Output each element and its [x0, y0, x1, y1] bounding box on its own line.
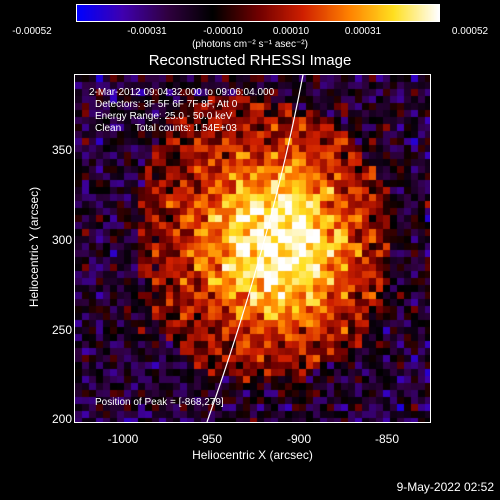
colorbar-units: (photons cm⁻² s⁻¹ asec⁻²)	[192, 39, 308, 50]
timestamp: 9-May-2022 02:52	[396, 480, 494, 494]
solar-limb-line	[206, 75, 304, 422]
x-tick-label: -1000	[107, 432, 139, 446]
rhessi-image-plot: 2-Mar-2012 09:04:32.000 to 09:06:04.000 …	[74, 74, 431, 423]
y-tick-label: 350	[51, 143, 72, 157]
peak-position-label: Position of Peak = [-868,279]	[95, 397, 224, 408]
colorbar-tick: -0.00010	[203, 26, 243, 37]
colorbar-tick: 0.00052	[451, 26, 489, 37]
colorbar-tick: -0.00052	[12, 26, 52, 37]
x-axis-label: Heliocentric X (arcsec)	[192, 448, 313, 462]
y-tick-label: 250	[51, 323, 72, 337]
detectors-label: Detectors: 3F 5F 6F 7F 8F, Att 0	[95, 99, 238, 110]
colorbar	[76, 4, 440, 22]
colorbar-tick: 0.00031	[344, 26, 382, 37]
clean-counts-label: Clean Total counts: 1.54E+03	[95, 123, 237, 134]
y-axis-label: Heliocentric Y (arcsec)	[27, 186, 41, 308]
colorbar-tick: -0.00031	[127, 26, 167, 37]
time-range-label: 2-Mar-2012 09:04:32.000 to 09:06:04.000	[89, 87, 275, 98]
x-tick-label: -900	[286, 432, 312, 446]
image-title: Reconstructed RHESSI Image	[148, 52, 352, 69]
x-tick-label: -850	[374, 432, 400, 446]
y-tick-label: 200	[51, 412, 72, 426]
flux-heatmap	[75, 75, 430, 422]
energy-range-label: Energy Range: 25.0 - 50.0 keV	[95, 111, 233, 122]
y-tick-label: 300	[51, 233, 72, 247]
colorbar-tick: 0.00010	[272, 26, 310, 37]
x-tick-label: -950	[197, 432, 223, 446]
